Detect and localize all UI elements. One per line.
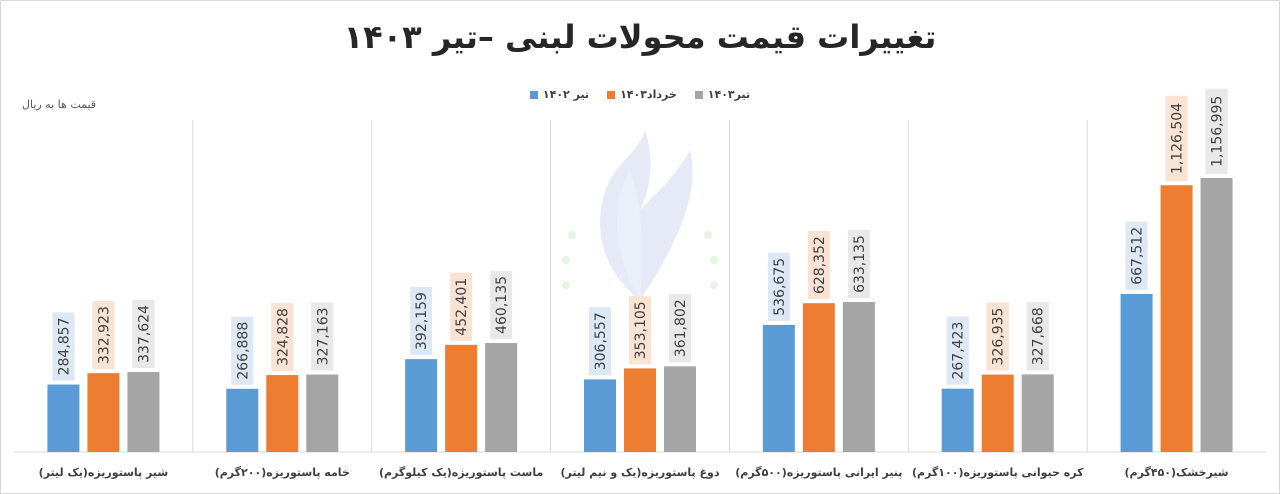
data-label: 332,923: [96, 306, 112, 364]
bar: [624, 368, 656, 452]
category-label: ماست پاستوریزه(یک کیلوگرم): [379, 466, 543, 479]
bar: [226, 388, 259, 452]
data-label: 361,802: [673, 299, 689, 357]
category-label: شیرخشک(۴۵۰گرم): [1125, 466, 1229, 479]
bar: [981, 374, 1014, 452]
bar: [1120, 293, 1153, 452]
data-label-background: [490, 270, 513, 340]
data-label: 327,668: [1031, 307, 1047, 365]
data-label-background: [1026, 302, 1049, 371]
data-label: 628,352: [812, 236, 828, 294]
data-label-background: [1205, 88, 1228, 174]
data-label: 633,135: [852, 235, 868, 293]
data-label: 337,624: [136, 305, 152, 363]
data-label: 306,557: [593, 312, 609, 370]
data-label-background: [629, 296, 651, 365]
legend-swatch-series-2: [607, 90, 616, 99]
watermark-logo: [562, 130, 718, 300]
data-label-background: [946, 316, 969, 385]
bar: [47, 384, 80, 452]
data-label-background: [92, 300, 115, 370]
bar: [87, 373, 120, 452]
data-label-background: [410, 286, 433, 356]
legend-swatch-series-3: [694, 90, 703, 99]
bar: [266, 375, 299, 452]
bar: [127, 372, 160, 452]
data-label-background: [767, 252, 790, 321]
data-label-background: [986, 302, 1009, 371]
data-label: 460,135: [494, 276, 510, 334]
bar: [445, 344, 478, 452]
bar: [664, 366, 696, 452]
data-label: 284,857: [56, 317, 72, 375]
bar: [802, 303, 835, 452]
data-label-background: [1125, 221, 1148, 290]
data-label-background: [132, 299, 155, 369]
data-label-background: [52, 312, 75, 381]
data-label: 324,828: [275, 308, 291, 366]
category-label: خامه پاستوریزه(۲۰۰گرم): [215, 466, 350, 479]
data-label-background: [589, 307, 611, 376]
data-label: 266,888: [235, 322, 251, 380]
bar: [1160, 185, 1193, 452]
data-label-background: [1165, 95, 1188, 182]
data-label: 1,156,995: [1210, 96, 1226, 167]
legend: تیر ۱۴۰۲ خرداد۱۴۰۳ تیر۱۴۰۳: [0, 88, 1280, 101]
data-label: 1,126,504: [1170, 103, 1186, 174]
legend-swatch-series-1: [529, 90, 538, 99]
data-label-background: [231, 316, 254, 385]
data-label-background: [669, 294, 691, 363]
legend-item-series-1: تیر ۱۴۰۲: [529, 88, 590, 101]
bar: [1200, 178, 1233, 452]
data-label-background: [271, 302, 294, 372]
y-axis-unit-label: قیمت ها به ریال: [22, 98, 97, 111]
legend-item-series-2: خرداد۱۴۰۳: [607, 88, 677, 101]
data-label: 452,401: [454, 278, 470, 336]
legend-item-series-3: تیر۱۴۰۳: [694, 88, 751, 101]
data-label: 353,105: [633, 301, 649, 359]
data-label: 267,423: [951, 322, 967, 380]
bar: [762, 324, 795, 452]
bar: [1021, 374, 1054, 452]
data-label-background: [847, 229, 870, 299]
legend-label-series-3: تیر۱۴۰۳: [707, 88, 751, 101]
data-label-background: [311, 302, 334, 371]
legend-label-series-1: تیر ۱۴۰۲: [542, 88, 590, 101]
bar: [584, 379, 616, 452]
bar: [842, 302, 875, 452]
bars: [47, 178, 1233, 452]
legend-label-series-2: خرداد۱۴۰۳: [620, 88, 677, 101]
data-label: 327,163: [315, 307, 331, 365]
bar: [306, 374, 339, 452]
data-label: 667,512: [1130, 227, 1146, 285]
data-label: 326,935: [991, 308, 1007, 366]
category-label: کره حیوانی پاستوریزه(۱۰۰گرم): [912, 466, 1084, 479]
category-labels: شیر پاستوریزه(یک لیتر) خامه پاستوریزه(۲۰۰…: [39, 466, 1229, 479]
category-label: پنیر ایرانی پاستوریزه(۵۰۰گرم): [735, 466, 902, 479]
bar: [405, 359, 438, 452]
data-label-background: [450, 272, 473, 341]
data-label: 536,675: [772, 258, 788, 316]
category-label: شیر پاستوریزه(یک لیتر): [39, 466, 168, 479]
bar: [941, 388, 974, 452]
category-label: دوغ پاستوریزه(یک و نیم لیتر): [560, 466, 719, 479]
chart-title: تغییرات قیمت محولات لبنی –تیر ۱۴۰۳: [343, 18, 937, 56]
data-label: 392,159: [414, 292, 430, 350]
data-label-background: [807, 230, 830, 300]
bar: [485, 343, 518, 452]
data-labels: 284,857 332,923 337,624 266,888 324,828 327,1…: [52, 88, 1228, 385]
